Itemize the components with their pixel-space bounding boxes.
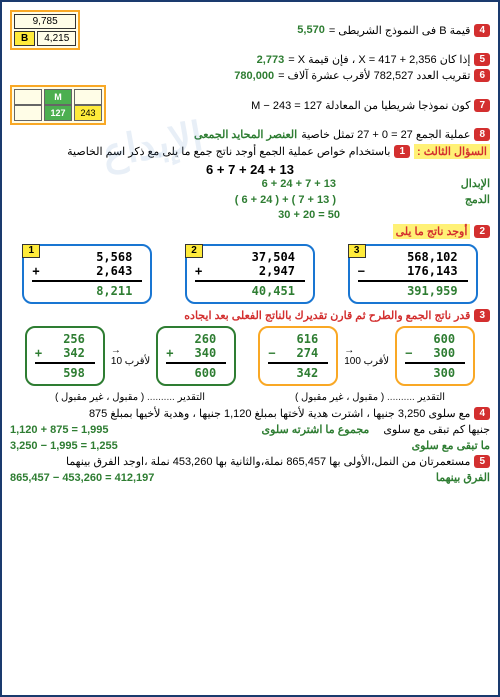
q3b-row: 3 قدر ناتج الجمع والطرح ثم قارن تقديرك ب… [10, 309, 490, 322]
s3-label: السؤال الثالث : [414, 144, 490, 159]
s3-n1: 1 [394, 145, 410, 158]
q4b-row: 4 مع سلوى 3,250 جنيها ، اشترت هدية لأخته… [10, 407, 490, 420]
q4-num: 4 [474, 24, 490, 37]
q6-num: 6 [474, 69, 490, 82]
q5-num: 5 [474, 53, 490, 66]
c3a: 568,102 [358, 250, 468, 264]
q5b-row: 5 مستعمرتان من النمل،الأولى بها 865,457 … [10, 455, 490, 468]
q5-ans: 2,773 [257, 54, 285, 66]
c2r: 40,451 [195, 284, 305, 298]
e2-real: 616 −274 342 [258, 326, 338, 386]
e1-verdict: التقدير .......... ( مقبول ، غير مقبول ) [295, 392, 445, 403]
worksheet-page: الإبداع 4 قيمة B فى النموذج الشريطى = 5,… [0, 0, 500, 697]
q4-row: 4 قيمة B فى النموذج الشريطى = 5,570 9,78… [10, 10, 490, 50]
q4-text: قيمة B فى النموذج الشريطى = [329, 24, 471, 37]
c1b: 2,643 [96, 264, 132, 278]
e1-est: 260 +340 600 [156, 326, 236, 386]
e2-est: 600 −300 300 [395, 326, 475, 386]
calc-triple: 1 5,568 +2,643 8,211 2 37,504 +2,947 40,… [10, 244, 490, 304]
q6-row: 6 تقريب العدد 782,527 لأقرب عشرة آلاف = … [10, 69, 490, 82]
s3-l1: الإبدال 13 + 7 + 24 + 6 [10, 177, 490, 190]
c2n: 2 [185, 244, 203, 258]
c2a: 37,504 [195, 250, 305, 264]
calc1: 1 5,568 +2,643 8,211 [22, 244, 152, 304]
q7-row: 7 كون نموذجا شريطيا من المعادلة 127 = 24… [10, 85, 490, 125]
l1lbl: الإبدال [440, 177, 490, 190]
q3b-text: قدر ناتج الجمع والطرح ثم قارن تقديرك بال… [184, 309, 470, 322]
e1-real: 256 +342 598 [25, 326, 105, 386]
c3r: 391,959 [358, 284, 468, 298]
c2b: 2,947 [259, 264, 295, 278]
q7-diagram: M 243127 [10, 85, 106, 125]
verdict-row: التقدير .......... ( مقبول ، غير مقبول )… [10, 390, 490, 403]
q8-num: 8 [474, 128, 490, 141]
q4-top: 9,785 [14, 14, 76, 29]
q4-table: 9,785 4,215B [10, 10, 80, 50]
q7-text: كون نموذجا شريطيا من المعادلة 127 = 243 … [251, 99, 470, 112]
q4b-num: 4 [474, 407, 490, 420]
q4-ans: 5,570 [297, 24, 325, 36]
q6-text: تقريب العدد 782,527 لأقرب عشرة آلاف = [278, 69, 470, 82]
q3b-num: 3 [474, 309, 490, 322]
s3-l3: 50 = 20 + 30 [10, 209, 490, 221]
l1: 13 + 7 + 24 + 6 [262, 178, 336, 190]
l2lbl: الدمج [440, 193, 490, 206]
q8-ans: العنصر المحايد الجمعى [194, 128, 297, 141]
q5b-num: 5 [474, 455, 490, 468]
q4-left: 4,215 [37, 31, 76, 46]
s3-l2: الدمج ( 13 + 7 ) + ( 24 + 6 ) [10, 193, 490, 206]
m-b1: 243 [74, 105, 102, 121]
q4-right: B [14, 31, 35, 46]
q6-ans: 780,000 [234, 70, 274, 82]
s3-row: السؤال الثالث : 1 باستخدام خواص عملية ال… [10, 144, 490, 159]
q5b-t: مستعمرتان من النمل،الأولى بها 865,457 نم… [66, 455, 470, 468]
q2b-num: 2 [474, 225, 490, 238]
e2-verdict: التقدير .......... ( مقبول ، غير مقبول ) [55, 392, 205, 403]
arr2: →لأقرب 100 [344, 345, 389, 367]
q4b-l2: ما تبقى مع سلوى 1,255 = 1,995 − 3,250 [10, 439, 490, 452]
calc3: 3 568,102 −176,143 391,959 [348, 244, 478, 304]
q2b-text: أوجد ناتج ما يلى [393, 224, 471, 239]
m-b2: 127 [44, 105, 72, 121]
calc2: 2 37,504 +2,947 40,451 [185, 244, 315, 304]
q4b-l1: جنيها كم تبقى مع سلوى مجموع ما اشترته سل… [10, 423, 490, 436]
q7-num: 7 [474, 99, 490, 112]
s3-t1: باستخدام خواص عملية الجمع أوجد ناتج جمع … [67, 145, 390, 158]
c3n: 3 [348, 244, 366, 258]
c1a: 5,568 [32, 250, 142, 264]
q2b-row: 2 أوجد ناتج ما يلى [10, 224, 490, 239]
q8-row: 8 عملية الجمع 27 = 0 + 27 تمثل خاصية الع… [10, 128, 490, 141]
q4b-t: مع سلوى 3,250 جنيها ، اشترت هدية لأختها … [89, 407, 471, 420]
l2: ( 13 + 7 ) + ( 24 + 6 ) [235, 194, 336, 206]
s3-expr: 13 + 24 + 7 + 6 [10, 162, 490, 177]
m-top: M [44, 89, 72, 105]
c3b: 176,143 [407, 264, 458, 278]
q5-text: إذا كان X = 417 + 2,356 ، فإن قيمة X = [288, 53, 470, 66]
q5b-ans: الفرق بينهما 412,197 = 453,260 − 865,457 [10, 471, 490, 484]
c1r: 8,211 [32, 284, 142, 298]
q8-text: عملية الجمع 27 = 0 + 27 تمثل خاصية [301, 128, 470, 141]
l3: 50 = 20 + 30 [278, 209, 340, 221]
c1n: 1 [22, 244, 40, 258]
q5-row: 5 إذا كان X = 417 + 2,356 ، فإن قيمة X =… [10, 53, 490, 66]
estimate-row: 256 +342 598 →لأقرب 10 260 +340 600 616 … [10, 326, 490, 386]
arr1: →لأقرب 10 [111, 345, 150, 367]
